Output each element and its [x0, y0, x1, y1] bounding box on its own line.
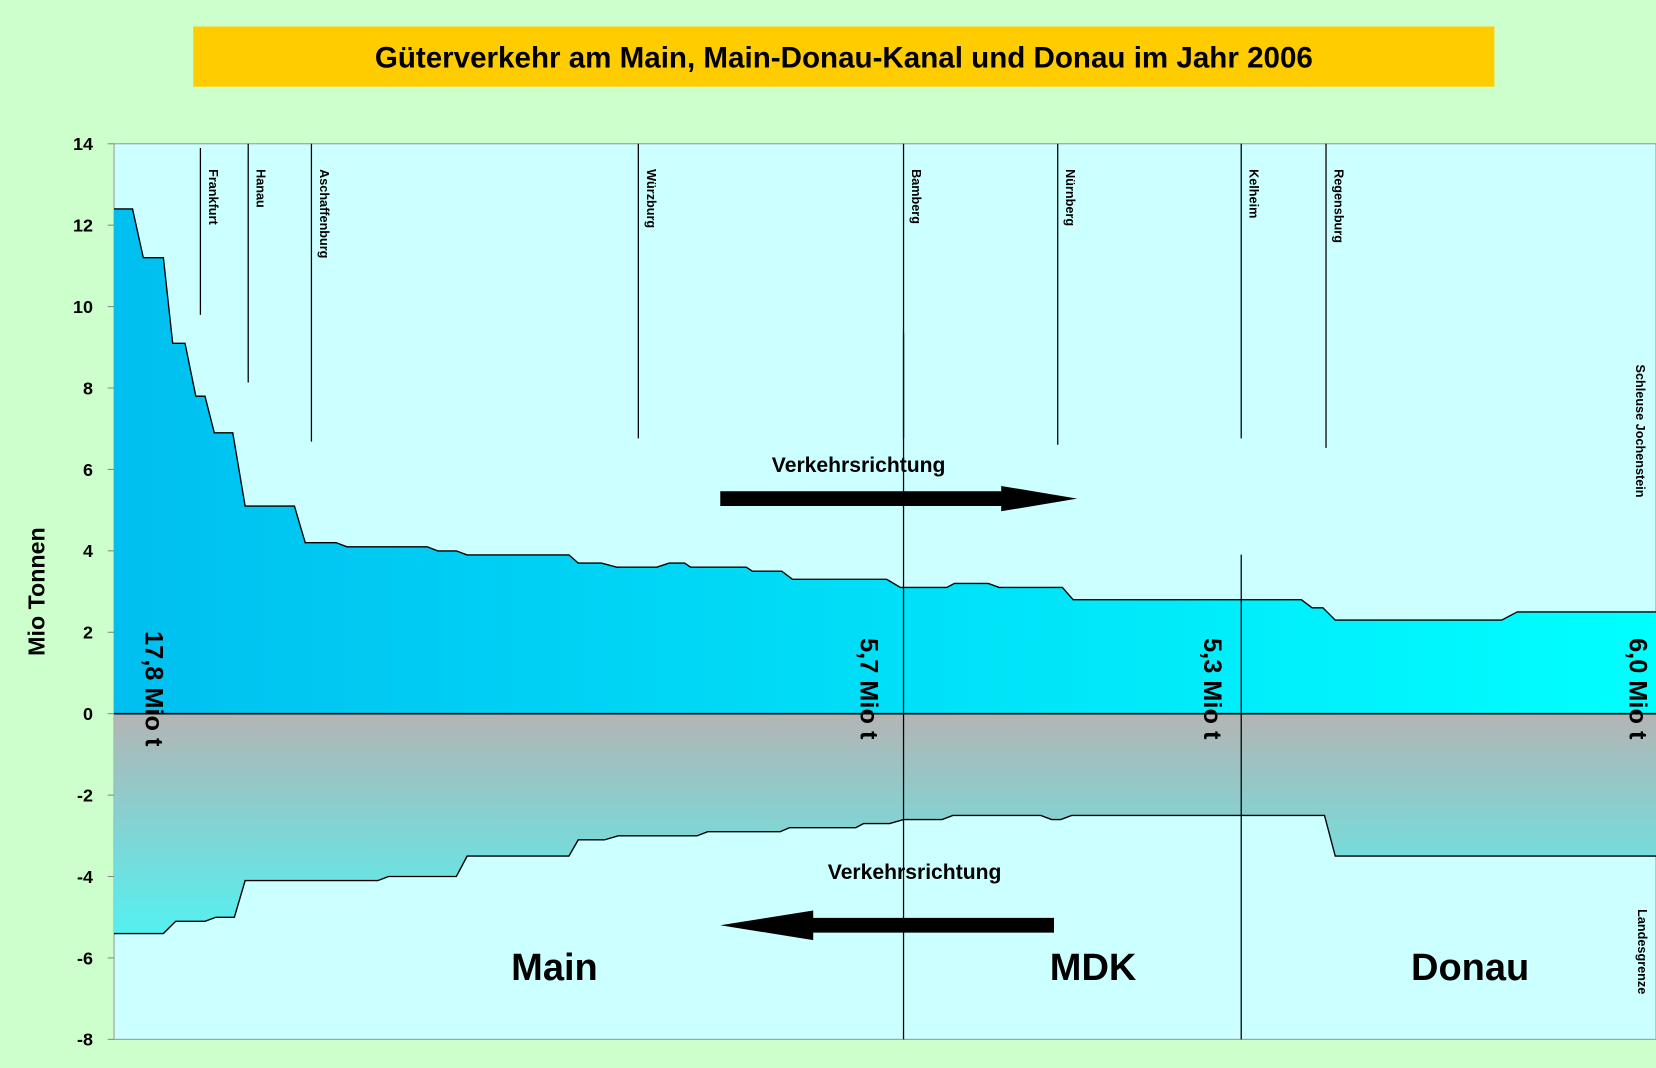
area-line	[114, 814, 1656, 935]
location-label: Würzburg	[644, 169, 658, 228]
section-label: MDK	[1050, 947, 1137, 989]
y-tick-label: -6	[77, 948, 93, 968]
location-label: Hanau	[254, 169, 268, 208]
y-tick-label: 14	[73, 134, 93, 154]
y-tick-label: 4	[83, 541, 93, 561]
volume-label: 5,7 Mio t	[855, 638, 883, 740]
y-tick-label: 2	[83, 623, 93, 643]
area-fill	[114, 713, 1656, 934]
y-tick-label: 12	[73, 216, 93, 236]
y-axis-label: Mio Tonnen	[23, 527, 49, 656]
location-label: Regensburg	[1331, 169, 1345, 243]
y-tick-label: 10	[73, 297, 93, 317]
y-tick-label: -8	[77, 1030, 93, 1050]
location-label: Aschaffenburg	[317, 169, 331, 258]
y-tick-label: 8	[83, 378, 93, 398]
y-tick-label: 0	[83, 704, 93, 724]
y-tick-label: -2	[77, 785, 93, 805]
edge-label: Schleuse Jochenstein	[1633, 365, 1647, 498]
direction-label: Verkehrsrichtung	[828, 861, 1002, 884]
location-label: Frankfurt	[206, 169, 220, 225]
direction-label: Verkehrsrichtung	[772, 454, 946, 477]
y-tick-label: 6	[83, 460, 93, 480]
location-label: Kelheim	[1247, 169, 1261, 218]
area-fill	[114, 208, 1656, 714]
location-label: Bamberg	[909, 169, 923, 224]
section-label: Donau	[1411, 947, 1529, 989]
volume-label: 17,8 Mio t	[140, 631, 168, 747]
y-tick-label: -4	[77, 867, 93, 887]
chart-title: Güterverkehr am Main, Main-Donau-Kanal u…	[375, 42, 1313, 75]
edge-label: Landesgrenze	[1635, 909, 1649, 994]
volume-label: 5,3 Mio t	[1198, 638, 1226, 740]
volume-label: 6,0 Mio t	[1624, 638, 1652, 740]
arrow-right	[720, 485, 1078, 512]
area-line	[114, 208, 1656, 621]
location-label: Nürnberg	[1063, 169, 1077, 226]
plot-layer	[114, 208, 1656, 935]
title-box	[193, 26, 1495, 87]
arrow-left	[720, 910, 1055, 941]
section-label: Main	[511, 947, 598, 989]
